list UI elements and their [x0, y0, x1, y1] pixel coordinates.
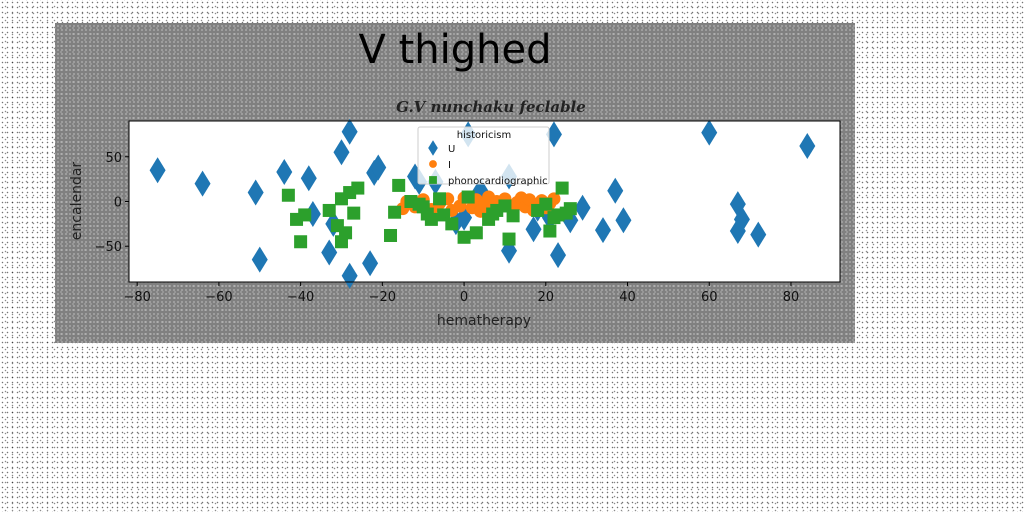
legend-box [417, 126, 550, 185]
data-point [281, 188, 295, 202]
x-tick-label: −40 [287, 290, 314, 305]
data-point [341, 118, 358, 145]
data-marks [149, 118, 816, 289]
data-point [362, 250, 379, 277]
data-point [251, 246, 268, 273]
x-axis-ticks: −80 −60 −40 −20 0 20 40 60 80 [123, 282, 799, 305]
data-point [539, 197, 553, 211]
data-point [733, 206, 750, 233]
data-point [607, 177, 624, 204]
data-point [384, 228, 398, 242]
data-point [298, 208, 312, 222]
data-point [294, 235, 308, 249]
data-point [194, 170, 211, 197]
data-point [339, 226, 353, 240]
chart-title: G.V nunchaku feclable [396, 98, 586, 116]
data-point [555, 181, 569, 195]
data-point [595, 217, 611, 244]
legend-marker [429, 176, 437, 184]
x-tick-label: 60 [701, 290, 718, 305]
data-point [370, 154, 387, 181]
data-point [550, 242, 567, 269]
data-point [300, 165, 317, 192]
data-point [750, 221, 767, 248]
legend-entry-label: phonocardiographic [448, 176, 548, 187]
y-tick-label: 50 [105, 151, 122, 166]
y-tick-label: −50 [95, 240, 122, 255]
data-point [388, 205, 402, 219]
data-point [506, 209, 520, 223]
data-point [545, 121, 562, 148]
data-point [615, 207, 632, 234]
x-tick-label: 0 [460, 290, 468, 305]
y-axis-ticks: −50 0 50 [95, 151, 129, 255]
x-tick-label: −60 [205, 290, 232, 305]
data-point [149, 157, 166, 184]
legend-marker [428, 140, 438, 156]
legend-entry-label: I [448, 160, 451, 171]
data-point [461, 190, 475, 204]
x-tick-label: −20 [369, 290, 396, 305]
data-point [574, 194, 591, 221]
x-tick-label: 80 [783, 290, 800, 305]
x-tick-label: 20 [538, 290, 555, 305]
chart-suptitle: V thighed [359, 27, 552, 73]
figure: V thighed G.V nunchaku feclable −80 −60 −4… [55, 23, 855, 343]
data-point [351, 181, 365, 195]
data-point [333, 139, 350, 166]
data-point [498, 199, 512, 213]
data-point [701, 119, 718, 146]
y-axis-label: encalendar [69, 162, 85, 241]
data-point [247, 179, 264, 206]
data-point [392, 178, 406, 192]
data-point [525, 216, 542, 243]
x-tick-label: 40 [619, 290, 636, 305]
data-point [424, 212, 438, 226]
data-point [276, 158, 293, 185]
legend-title: historicism [457, 130, 511, 141]
series-2 [281, 178, 577, 249]
data-point [457, 230, 471, 244]
data-point [469, 226, 483, 240]
data-point [563, 202, 577, 216]
data-point [543, 224, 557, 238]
data-point [502, 232, 516, 246]
data-point [321, 239, 338, 266]
x-axis-label: hematherapy [437, 313, 531, 329]
y-tick-label: 0 [114, 196, 122, 211]
legend-entry-label: U [448, 144, 455, 155]
scatter-chart: V thighed G.V nunchaku feclable −80 −60 −4… [69, 27, 841, 329]
data-point [445, 217, 459, 231]
data-point [347, 206, 361, 220]
data-point [433, 192, 447, 206]
legend-marker [429, 160, 437, 168]
data-point [799, 133, 816, 160]
data-point [322, 203, 336, 217]
x-tick-label: −80 [123, 290, 150, 305]
